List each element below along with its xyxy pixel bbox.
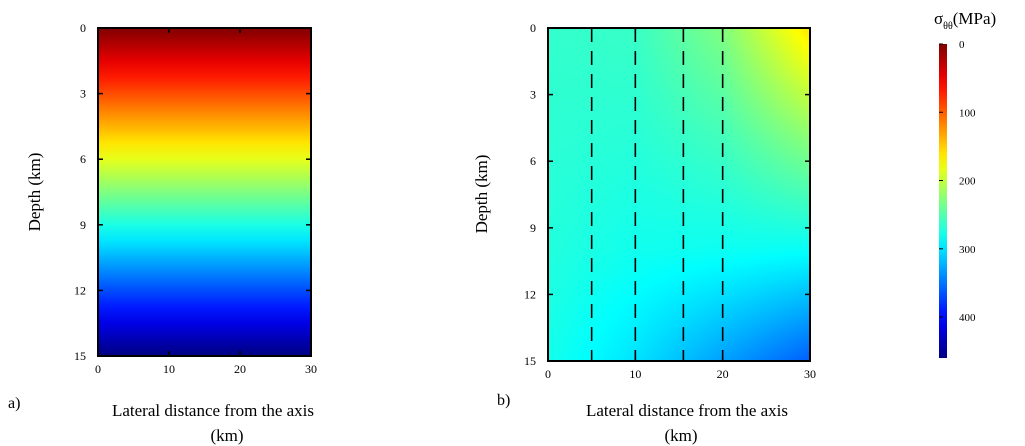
colorbar-title-unit: (MPa) <box>953 9 996 28</box>
panel-a-x-tick-label: 30 <box>305 362 317 376</box>
panel-b-y-tick-label: 15 <box>524 354 536 368</box>
panel-a-frame <box>97 27 312 357</box>
panel-a-y-tick-label: 3 <box>80 87 86 101</box>
colorbar-tick-label: 0 <box>959 39 965 51</box>
colorbar-tick-label: 200 <box>959 176 976 188</box>
colorbar-ticks: 0 100 200 300 400 <box>939 39 976 324</box>
panel-b: 0 10 20 30 0 3 6 9 12 15 Depth (km) Lateral dist… <box>472 21 816 445</box>
panel-b-dashed-lines <box>590 28 724 361</box>
panel-a-x-tick-label: 10 <box>163 362 175 376</box>
panel-a-y-tick-label: 6 <box>80 152 86 166</box>
colorbar: σθθ(MPa) 0 100 200 300 400 <box>934 9 996 358</box>
panel-b-y-tick-label: 3 <box>530 88 536 102</box>
panel-b-y-tick-label: 12 <box>524 287 536 301</box>
colorbar-title: σθθ(MPa) <box>934 9 996 32</box>
panel-b-y-tick-label: 9 <box>530 221 536 235</box>
colorbar-tick-label: 100 <box>959 107 976 119</box>
panel-a-y-ticks: 0 3 6 9 12 15 <box>74 21 311 363</box>
panel-a-heatmap <box>98 28 311 356</box>
panel-a-letter: a) <box>8 395 20 412</box>
panel-b-letter: b) <box>497 392 510 409</box>
panel-b-x-tick-label: 30 <box>804 367 816 381</box>
panel-b-y-tick-label: 6 <box>530 154 536 168</box>
panel-a-xlabel-line2: (km) <box>210 426 243 445</box>
panel-a-y-tick-label: 15 <box>74 349 86 363</box>
colorbar-title-subscript: θθ <box>943 21 953 32</box>
panel-b-xlabel-line2: (km) <box>664 426 697 445</box>
panel-a-y-tick-label: 12 <box>74 283 86 297</box>
colorbar-gradient <box>939 44 947 358</box>
panel-a-x-tick-label: 20 <box>234 362 246 376</box>
panel-b-y-ticks: 0 3 6 9 12 15 <box>524 21 810 368</box>
panel-a-ylabel: Depth (km) <box>25 153 44 232</box>
panel-b-frame <box>547 27 811 362</box>
panel-b-y-tick-label: 0 <box>530 21 536 35</box>
panel-a-x-tick-label: 0 <box>95 362 101 376</box>
panel-b-xlabel-line1: Lateral distance from the axis <box>586 401 788 420</box>
panel-a-xlabel-line1: Lateral distance from the axis <box>112 401 314 420</box>
panel-b-ylabel: Depth (km) <box>472 155 491 234</box>
panel-b-x-tick-label: 0 <box>545 367 551 381</box>
panel-a-y-tick-label: 9 <box>80 218 86 232</box>
panel-a-x-ticks: 0 10 20 30 <box>95 28 317 376</box>
panel-a: 0 10 20 30 0 3 6 9 12 15 Depth (km) Lateral dist… <box>8 21 317 445</box>
colorbar-title-symbol: σ <box>934 9 943 28</box>
panel-b-heatmap <box>548 28 810 361</box>
panel-a-y-tick-label: 0 <box>80 21 86 35</box>
panel-b-x-ticks: 0 10 20 30 <box>545 28 816 381</box>
colorbar-tick-label: 400 <box>959 312 976 324</box>
panel-b-x-tick-label: 10 <box>629 367 641 381</box>
colorbar-tick-label: 300 <box>959 244 976 256</box>
panel-b-x-tick-label: 20 <box>717 367 729 381</box>
